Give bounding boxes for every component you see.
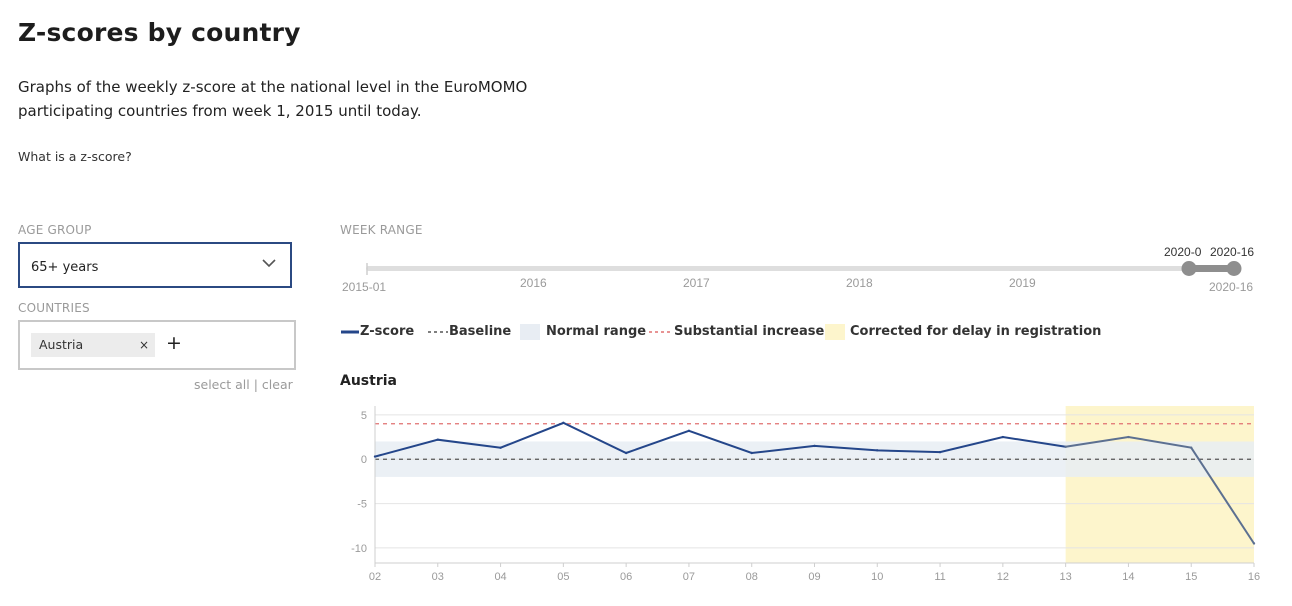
- legend-normal-range: Normal range: [520, 322, 646, 342]
- zscore-point: [813, 444, 816, 448]
- zscore-point: [624, 451, 628, 455]
- y-tick-label: -10: [351, 543, 367, 555]
- zscore-point: [436, 438, 439, 441]
- legend-corrected-label: Corrected for delay in registration: [850, 324, 1102, 339]
- zscore-point: [938, 450, 942, 454]
- normal-range-swatch: [520, 324, 540, 340]
- country-chip: Austria ×: [31, 333, 155, 357]
- year-tick-2017: 2017: [683, 276, 710, 290]
- zscore-point: [562, 421, 565, 425]
- year-tick-2018: 2018: [846, 276, 873, 290]
- legend-zscore-label: Z-score: [360, 324, 415, 339]
- zscore-chart: 5 0 -5 -10 02 03 04 05 06 07 08 09 10 11 12 13 14 15 16: [351, 406, 1260, 583]
- zscore-point: [1190, 446, 1193, 449]
- y-tick-label: 0: [361, 454, 367, 466]
- slider-end-label: 2020-16: [1209, 280, 1253, 294]
- slider-track: [366, 266, 1234, 271]
- x-tick-label: 08: [746, 571, 758, 583]
- slider-start-label: 2015-01: [342, 280, 386, 294]
- x-tick-label: 07: [683, 571, 695, 583]
- zscore-point: [1252, 542, 1256, 545]
- remove-country-icon[interactable]: ×: [138, 338, 149, 352]
- x-tick-label: 09: [808, 571, 820, 583]
- legend-baseline: Baseline: [427, 322, 511, 342]
- legend-substantial-label: Substantial increase: [674, 324, 825, 339]
- zscore-point: [1127, 435, 1130, 439]
- chevron-down-icon: [262, 259, 276, 268]
- x-tick-label: 03: [432, 571, 444, 583]
- y-tick-label: -5: [357, 499, 367, 511]
- x-tick-label: 02: [369, 571, 381, 583]
- year-tick-2019: 2019: [1009, 276, 1036, 290]
- zscore-point: [876, 449, 879, 452]
- age-group-label: AGE GROUP: [18, 223, 92, 237]
- year-tick-2016: 2016: [520, 276, 547, 290]
- page-intro: Graphs of the weekly z-score at the nati…: [18, 78, 528, 120]
- zscore-point: [750, 451, 753, 455]
- week-range-label: WEEK RANGE: [340, 223, 423, 237]
- selection-actions: select all | clear: [194, 377, 293, 392]
- zscore-point: [1001, 435, 1005, 439]
- zscore-point: [499, 446, 502, 449]
- x-tick-label: 05: [557, 571, 569, 583]
- corrected-region: [1065, 406, 1254, 563]
- zscore-point: [1064, 445, 1067, 449]
- zscore-corrected-series-line: [1065, 435, 1255, 545]
- age-group-select[interactable]: 65+ years: [18, 242, 292, 288]
- slider-handle-low-label: 2020-0: [1164, 245, 1202, 259]
- x-tick-label: 10: [871, 571, 883, 583]
- x-tick-label: 16: [1248, 571, 1260, 583]
- zscore-help-link[interactable]: What is a z-score?: [18, 149, 132, 164]
- x-tick-label: 12: [997, 571, 1009, 583]
- x-tick-label: 13: [1060, 571, 1072, 583]
- slider-handle-high[interactable]: [1226, 261, 1242, 276]
- zscore-series-line: [374, 421, 1066, 458]
- legend-zscore: Z-score: [340, 322, 414, 342]
- countries-label: COUNTRIES: [18, 301, 90, 315]
- select-all-link[interactable]: select all: [194, 377, 250, 392]
- zscore-point: [687, 429, 691, 433]
- x-tick-label: 14: [1122, 571, 1134, 583]
- y-tick-label: 5: [361, 410, 367, 422]
- selection-separator: |: [249, 377, 262, 392]
- x-tick-label: 15: [1185, 571, 1197, 583]
- slider-handle-low[interactable]: [1181, 261, 1197, 276]
- legend-normal-range-label: Normal range: [546, 324, 647, 339]
- x-tick-label: 04: [494, 571, 506, 583]
- x-tick-label: 11: [934, 571, 945, 583]
- age-group-value: 65+ years: [31, 260, 99, 275]
- slider-handle-high-label: 2020-16: [1210, 245, 1254, 259]
- add-country-button[interactable]: +: [166, 332, 182, 354]
- countries-multiselect[interactable]: Austria × +: [18, 320, 296, 370]
- clear-link[interactable]: clear: [261, 377, 293, 392]
- legend-substantial-increase: Substantial increase: [648, 322, 824, 342]
- country-chip-label: Austria: [39, 337, 84, 352]
- chart-title: Austria: [340, 373, 397, 389]
- week-range-slider[interactable]: 2015-01 2016 2017 2018 2019 2020-16 2020…: [330, 240, 1270, 300]
- legend-corrected: Corrected for delay in registration: [825, 322, 1101, 342]
- legend-baseline-label: Baseline: [449, 324, 512, 339]
- page-title: Z-scores by country: [18, 18, 301, 47]
- corrected-swatch: [825, 324, 845, 340]
- slider-selected-range: [1189, 265, 1234, 272]
- substantial-line-swatch: [649, 331, 670, 333]
- zscore-point: [373, 455, 377, 458]
- x-tick-label: 06: [620, 571, 632, 583]
- zscore-line-swatch: [341, 330, 359, 334]
- baseline-line-swatch: [428, 331, 448, 333]
